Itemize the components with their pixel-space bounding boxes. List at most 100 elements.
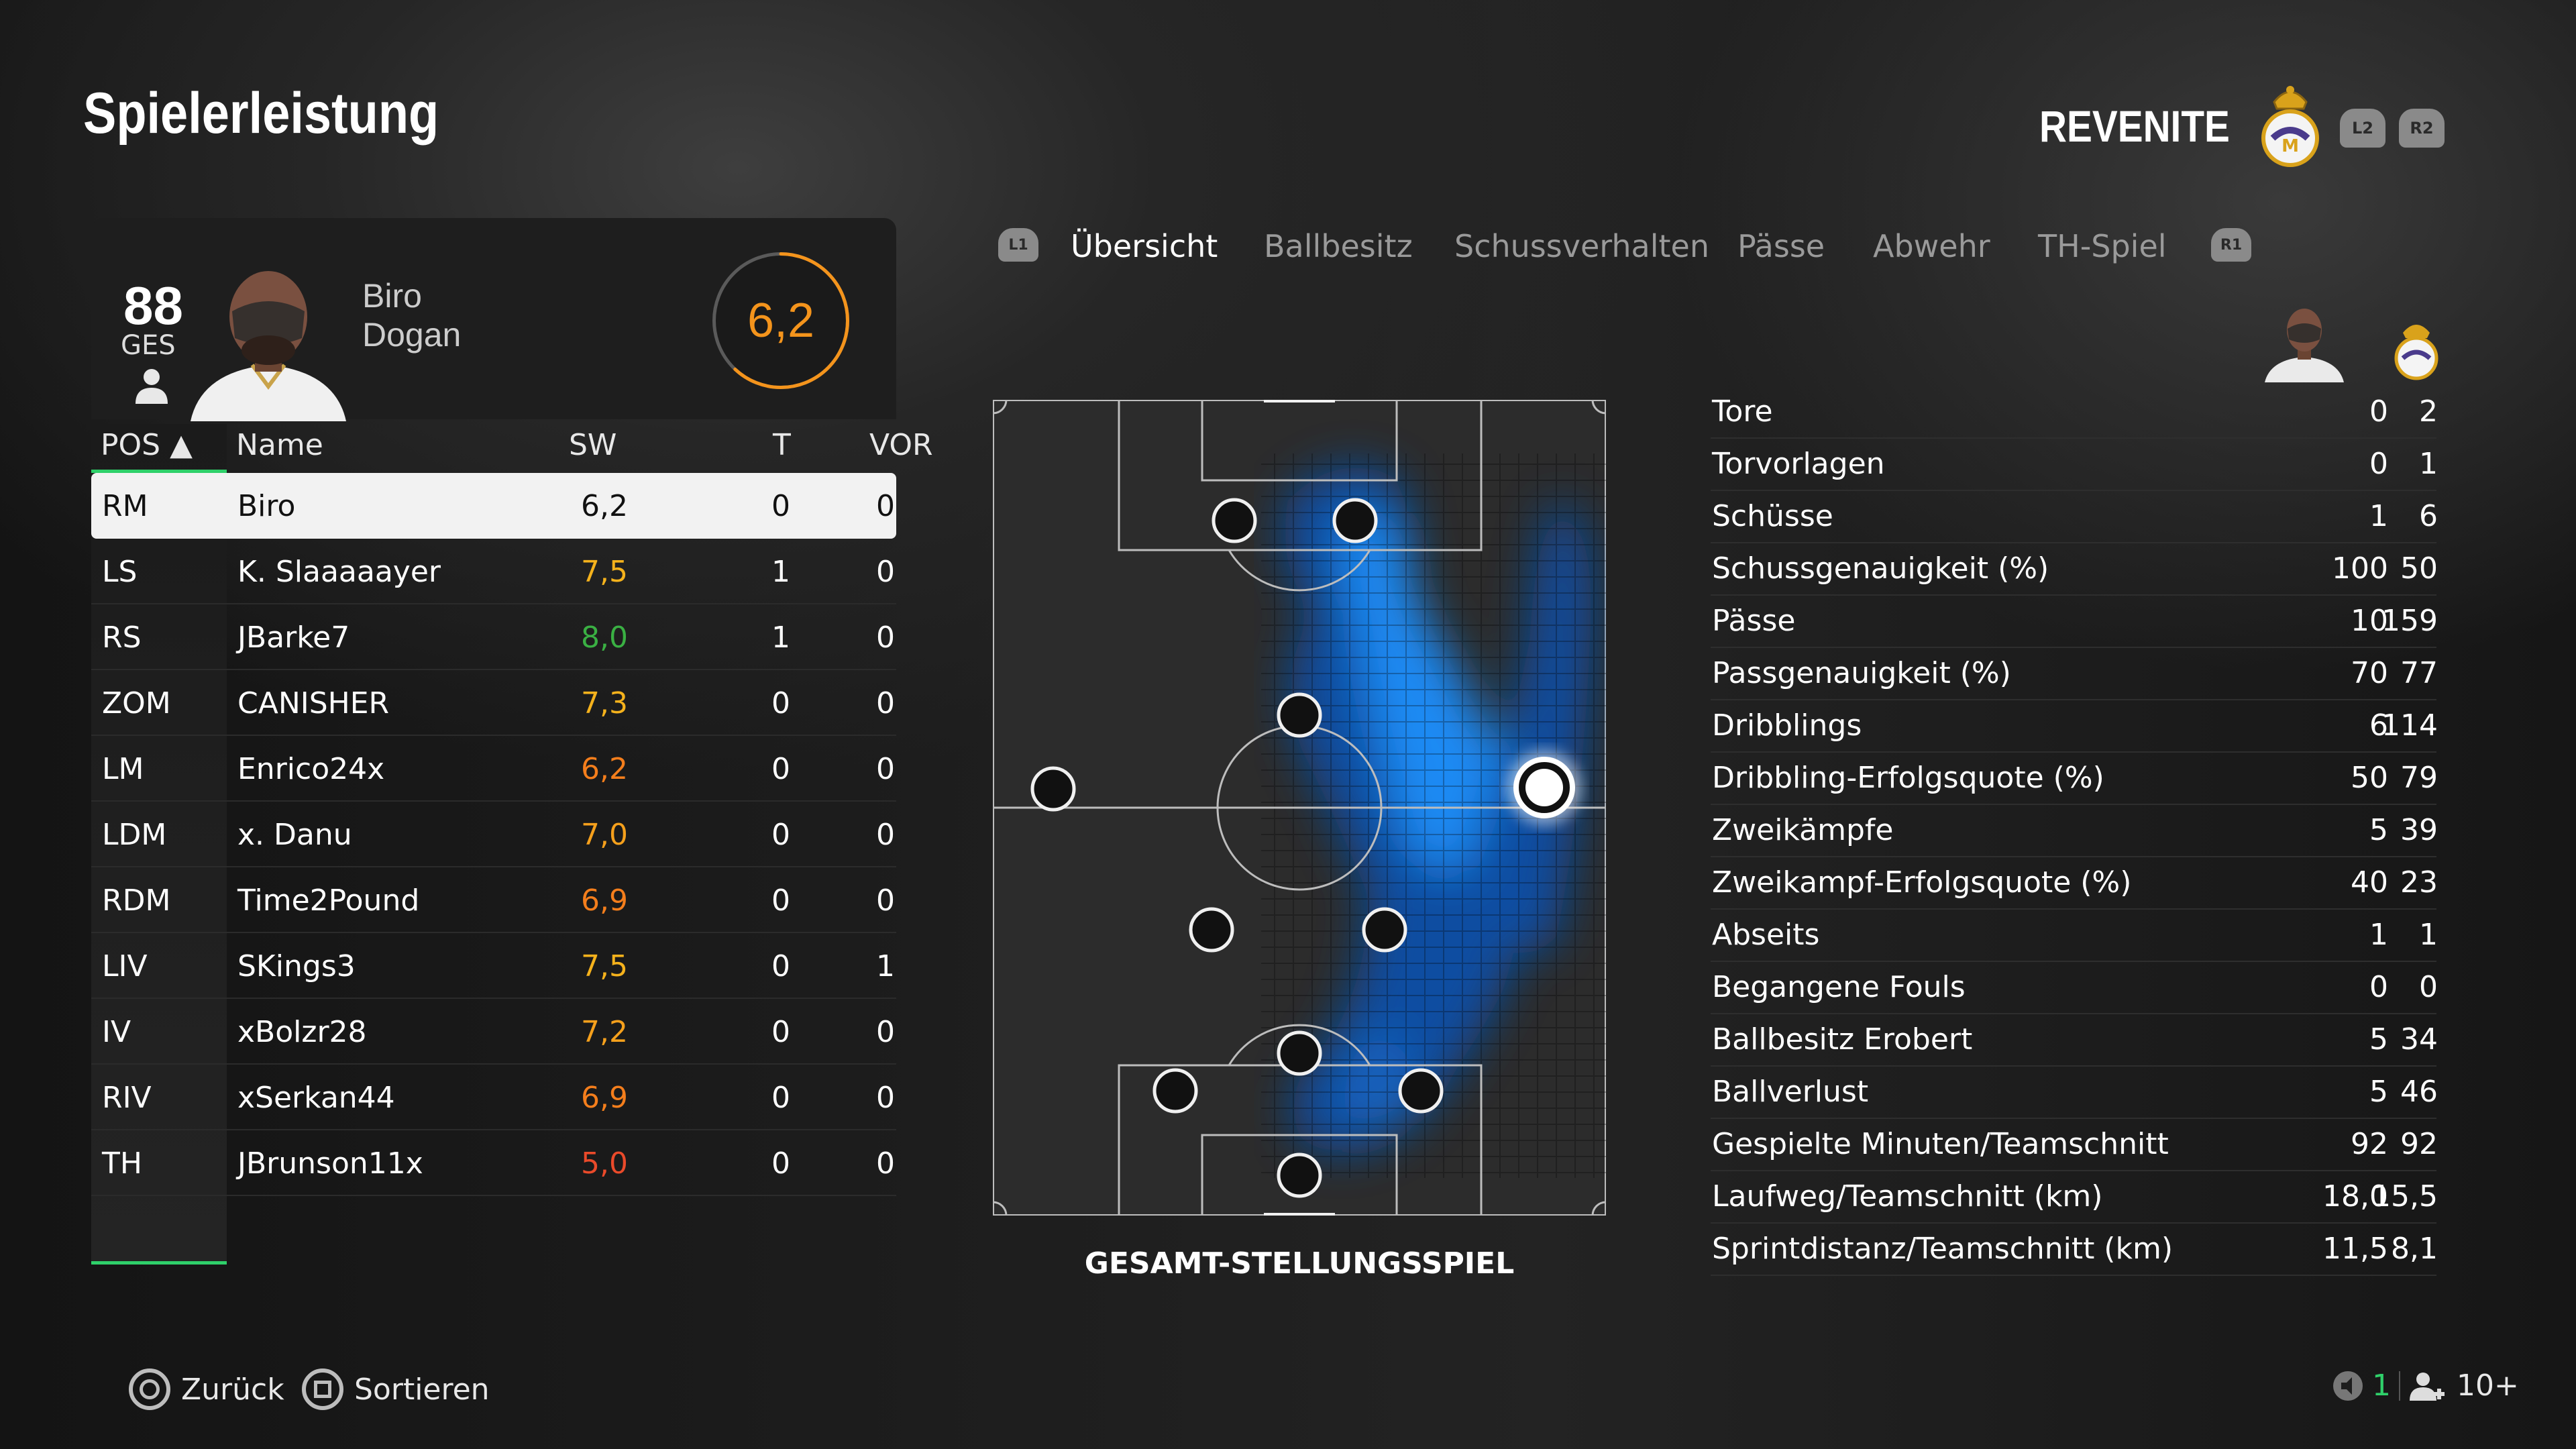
row-position: TH: [102, 1146, 142, 1181]
sort-indicator: [91, 470, 227, 473]
stat-team-value: 1: [2419, 918, 2438, 952]
player-avatar: [188, 271, 349, 424]
teammate-marker: [1332, 498, 1378, 543]
row-rating: 7,5: [581, 555, 628, 589]
stat-player-value: 92: [2351, 1127, 2388, 1161]
l1-bumper-icon[interactable]: L1: [998, 228, 1038, 262]
back-button[interactable]: Zurück: [129, 1368, 284, 1410]
r2-trigger-icon[interactable]: R2: [2399, 109, 2445, 148]
tab-overview[interactable]: Übersicht: [1071, 228, 1218, 264]
stat-row: Pässe 10 159: [1711, 596, 2438, 648]
col-pos-header[interactable]: POS ▲: [101, 428, 193, 462]
sort-label: Sortieren: [354, 1372, 490, 1407]
stat-label: Tore: [1712, 394, 1773, 429]
stat-team-value: 114: [2381, 708, 2438, 743]
stat-player-value: 5: [2369, 1075, 2388, 1109]
stat-label: Ballbesitz Erobert: [1712, 1022, 1973, 1057]
row-assists: 0: [876, 883, 895, 918]
tab-defence[interactable]: Abwehr: [1873, 228, 1990, 264]
stat-player-value: 5: [2369, 1022, 2388, 1057]
table-row[interactable]: ZOM CANISHER 7,3 0 0: [91, 670, 896, 736]
stat-player-value: 18,0: [2322, 1179, 2388, 1214]
stat-row: Passgenauigkeit (%) 70 77: [1711, 648, 2438, 700]
table-row[interactable]: LS K. Slaaaaayer 7,5 1 0: [91, 539, 896, 604]
table-row[interactable]: RIV xSerkan44 6,9 0 0: [91, 1065, 896, 1130]
stats-table: Tore 0 2 Torvorlagen 0 1 Schüsse 1 6 Schussgenaui…: [1711, 386, 2438, 1276]
stat-row: Schüsse 1 6: [1711, 491, 2438, 543]
heatmap-label: GESAMT-STELLUNGSSPIEL: [1084, 1246, 1515, 1281]
stat-team-value: 23: [2400, 865, 2438, 900]
row-rating: 6,9: [581, 883, 628, 918]
stat-player-value: 5: [2369, 813, 2388, 847]
row-position: RIV: [102, 1081, 152, 1115]
stat-row: Abseits 1 1: [1711, 910, 2438, 962]
stat-team-value: 6: [2419, 499, 2438, 533]
table-row-selected[interactable]: RM Biro 6,2 0 0: [91, 473, 896, 539]
stat-team-value: 77: [2400, 656, 2438, 690]
tab-passes[interactable]: Pässe: [1737, 228, 1825, 264]
tab-possession[interactable]: Ballbesitz: [1264, 228, 1413, 264]
col-vor-header[interactable]: VOR: [869, 428, 933, 462]
players-icon: [2410, 1372, 2445, 1401]
position-column-bg: [91, 424, 227, 1265]
user-icon: [133, 368, 170, 407]
row-name: Biro: [237, 489, 296, 523]
row-rating: 8,0: [581, 621, 628, 655]
back-label: Zurück: [181, 1372, 284, 1407]
sort-button[interactable]: Sortieren: [302, 1368, 490, 1410]
col-t-header[interactable]: T: [773, 428, 791, 462]
row-position: LIV: [102, 949, 148, 983]
teammate-marker: [1277, 1030, 1322, 1076]
table-row[interactable]: RDM Time2Pound 6,9 0 0: [91, 867, 896, 933]
stat-player-value: 6: [2369, 708, 2388, 743]
table-row[interactable]: TH JBrunson11x 5,0 0 0: [91, 1130, 896, 1196]
col-sw-header[interactable]: SW: [569, 428, 617, 462]
row-rating: 6,9: [581, 1081, 628, 1115]
row-goals: 0: [771, 1015, 790, 1049]
player-table: RM Biro 6,2 0 0 LS K. Slaaaaayer 7,5 1 0 RS JBarke7…: [91, 473, 896, 1196]
table-row[interactable]: LDM x. Danu 7,0 0 0: [91, 802, 896, 867]
player-last-name: Dogan: [362, 316, 462, 354]
positioning-heatmap: [991, 397, 1607, 1218]
stat-team-value: 79: [2400, 761, 2438, 795]
l2-trigger-icon[interactable]: L2: [2340, 109, 2385, 148]
row-rating: 6,2: [581, 489, 628, 523]
stat-label: Abseits: [1712, 918, 1820, 952]
stat-team-value: 46: [2400, 1075, 2438, 1109]
stat-label: Dribbling-Erfolgsquote (%): [1712, 761, 2104, 795]
teammate-marker: [1362, 907, 1407, 953]
row-rating: 5,0: [581, 1146, 628, 1181]
voice-count: 1: [2372, 1368, 2391, 1403]
row-assists: 0: [876, 752, 895, 786]
table-row[interactable]: LM Enrico24x 6,2 0 0: [91, 736, 896, 802]
player-count: 10+: [2457, 1368, 2519, 1403]
tab-goalkeeping[interactable]: TH-Spiel: [2038, 228, 2167, 264]
stat-player-value: 40: [2351, 865, 2388, 900]
stat-label: Dribblings: [1712, 708, 1862, 743]
player-column-icon: [2265, 309, 2344, 382]
row-position: ZOM: [102, 686, 171, 720]
circle-button-icon: [129, 1368, 170, 1410]
row-assists: 0: [876, 1015, 895, 1049]
row-assists: 0: [876, 1081, 895, 1115]
col-name-header[interactable]: Name: [236, 428, 323, 462]
row-goals: 1: [771, 555, 790, 589]
stat-label: Sprintdistanz/Teamschnitt (km): [1712, 1232, 2173, 1266]
lobby-status: 1 10+: [2332, 1368, 2519, 1403]
row-goals: 1: [771, 621, 790, 655]
table-row[interactable]: IV xBolzr28 7,2 0 0: [91, 999, 896, 1065]
stat-row: Tore 0 2: [1711, 386, 2438, 439]
stat-label: Zweikämpfe: [1712, 813, 1894, 847]
r1-bumper-icon[interactable]: R1: [2211, 228, 2251, 262]
row-assists: 0: [876, 818, 895, 852]
tab-shooting[interactable]: Schussverhalten: [1454, 228, 1709, 264]
row-name: x. Danu: [237, 818, 352, 852]
svg-text:M: M: [2282, 136, 2299, 156]
stat-label: Zweikampf-Erfolgsquote (%): [1712, 865, 2132, 900]
table-row[interactable]: RS JBarke7 8,0 1 0: [91, 604, 896, 670]
stat-team-value: 159: [2381, 604, 2438, 638]
table-row[interactable]: LIV SKings3 7,5 0 1: [91, 933, 896, 999]
row-position: LDM: [102, 818, 167, 852]
stat-label: Pässe: [1712, 604, 1796, 638]
stat-team-value: 92: [2400, 1127, 2438, 1161]
